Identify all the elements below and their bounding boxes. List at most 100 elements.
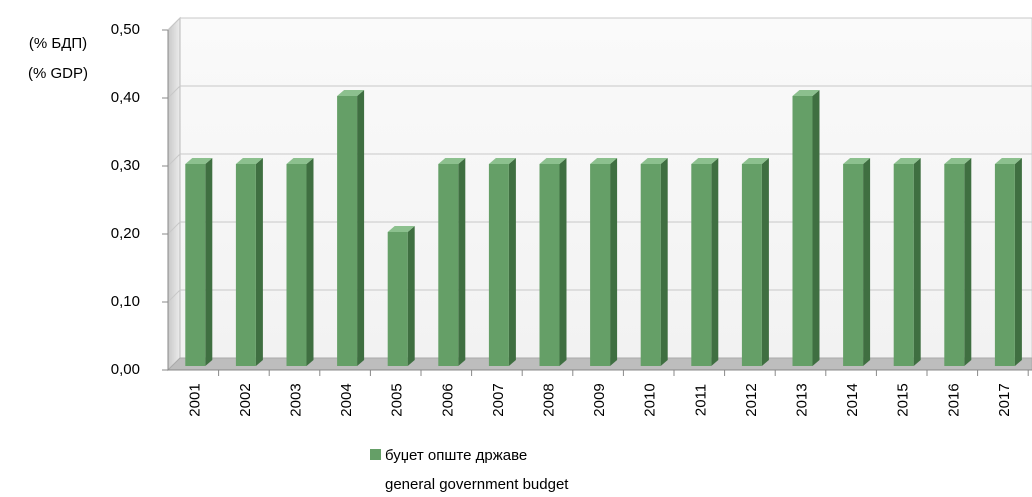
bar-side	[711, 158, 719, 366]
y-tick-label: 0,50	[111, 21, 140, 38]
bar-top	[235, 158, 263, 164]
bar	[539, 158, 567, 366]
bar-front	[337, 96, 358, 366]
x-tick-label: 2008	[540, 383, 557, 416]
bar-top	[944, 158, 972, 164]
bar-top	[185, 158, 213, 164]
y-tick-label: 0,30	[111, 157, 140, 174]
bar-top	[387, 226, 415, 232]
bar-side	[863, 158, 871, 366]
plot-area: 0,00 0,10 0,20 0,30 0,40 0,50 2001 2002 2003 2004…	[111, 16, 1032, 460]
bar	[590, 158, 618, 366]
x-tick-label: 2016	[945, 383, 962, 416]
bar	[337, 90, 365, 366]
bar-side	[660, 158, 668, 366]
bar	[741, 158, 769, 366]
y-tick-label: 0,10	[111, 293, 140, 310]
x-tick-label: 2001	[186, 383, 203, 416]
bar-top	[994, 158, 1022, 164]
bar-top	[337, 90, 365, 96]
x-tick-label: 2007	[490, 383, 507, 416]
bar-front	[286, 164, 307, 366]
bar-front	[741, 164, 762, 366]
bar-side	[357, 90, 365, 366]
bar-front	[387, 232, 408, 366]
x-tick-label: 2004	[338, 383, 355, 416]
bar-side	[1014, 158, 1022, 366]
bar-front	[843, 164, 864, 366]
bar	[994, 158, 1022, 366]
bar	[843, 158, 871, 366]
bar-side	[458, 158, 466, 366]
bar-front	[792, 96, 813, 366]
x-tick-label: 2015	[895, 383, 912, 416]
x-tick-label: 2017	[996, 383, 1013, 416]
bar-side	[407, 226, 415, 366]
bar-top	[741, 158, 769, 164]
bar	[691, 158, 719, 366]
bar-front	[691, 164, 712, 366]
bar-side	[508, 158, 516, 366]
side-wall	[167, 16, 181, 372]
bar-side	[964, 158, 972, 366]
legend-label: буџет опште државе	[385, 447, 527, 464]
bar-front	[539, 164, 560, 366]
grid-line	[167, 153, 1032, 167]
bar	[893, 158, 921, 366]
y-tick-label: 0,40	[111, 89, 140, 106]
bar-front	[488, 164, 509, 366]
bar	[387, 226, 415, 366]
y-axis-label: (% БДП)	[29, 35, 87, 52]
bar	[235, 158, 263, 366]
bar-front	[185, 164, 206, 366]
bar-top	[893, 158, 921, 164]
x-tick-label: 2012	[743, 383, 760, 416]
bar	[488, 158, 516, 366]
bar-top	[286, 158, 314, 164]
x-tick-label: 2009	[591, 383, 608, 416]
bar-top	[438, 158, 466, 164]
bar	[185, 158, 213, 366]
bar-front	[438, 164, 459, 366]
x-tick-label: 2013	[793, 383, 810, 416]
bar-top	[590, 158, 618, 164]
x-tick-label: 2006	[439, 383, 456, 416]
bar	[640, 158, 668, 366]
bar-side	[559, 158, 567, 366]
x-tick-label: 2010	[642, 383, 659, 416]
bar-top	[640, 158, 668, 164]
bar	[944, 158, 972, 366]
bar-top	[843, 158, 871, 164]
bar-front	[994, 164, 1015, 366]
x-tick-label: 2002	[237, 383, 254, 416]
legend-swatch	[370, 449, 381, 460]
y-tick-label: 0,20	[111, 225, 140, 242]
bar-side	[255, 158, 263, 366]
bar-front	[944, 164, 965, 366]
x-tick-label: 2005	[389, 383, 406, 416]
legend-label: general government budget	[385, 476, 569, 493]
bar-top	[539, 158, 567, 164]
bar-side	[812, 90, 820, 366]
bar-top	[792, 90, 820, 96]
bar-side	[306, 158, 314, 366]
bar-front	[235, 164, 256, 366]
x-tick-label: 2011	[692, 384, 709, 416]
x-tick-label: 2014	[844, 383, 861, 416]
y-axis-label: (% GDP)	[28, 65, 88, 82]
bar	[792, 90, 820, 366]
bar-side	[761, 158, 769, 366]
y-tick-label: 0,00	[111, 361, 140, 378]
bar-top	[488, 158, 516, 164]
grid-line	[167, 85, 1032, 99]
bar	[286, 158, 314, 366]
bar-front	[640, 164, 661, 366]
bar-top	[691, 158, 719, 164]
bar-side	[205, 158, 213, 366]
bar-front	[590, 164, 611, 366]
x-tick-label: 2003	[287, 383, 304, 416]
bar-front	[893, 164, 914, 366]
bar	[438, 158, 466, 366]
bar-side	[610, 158, 618, 366]
